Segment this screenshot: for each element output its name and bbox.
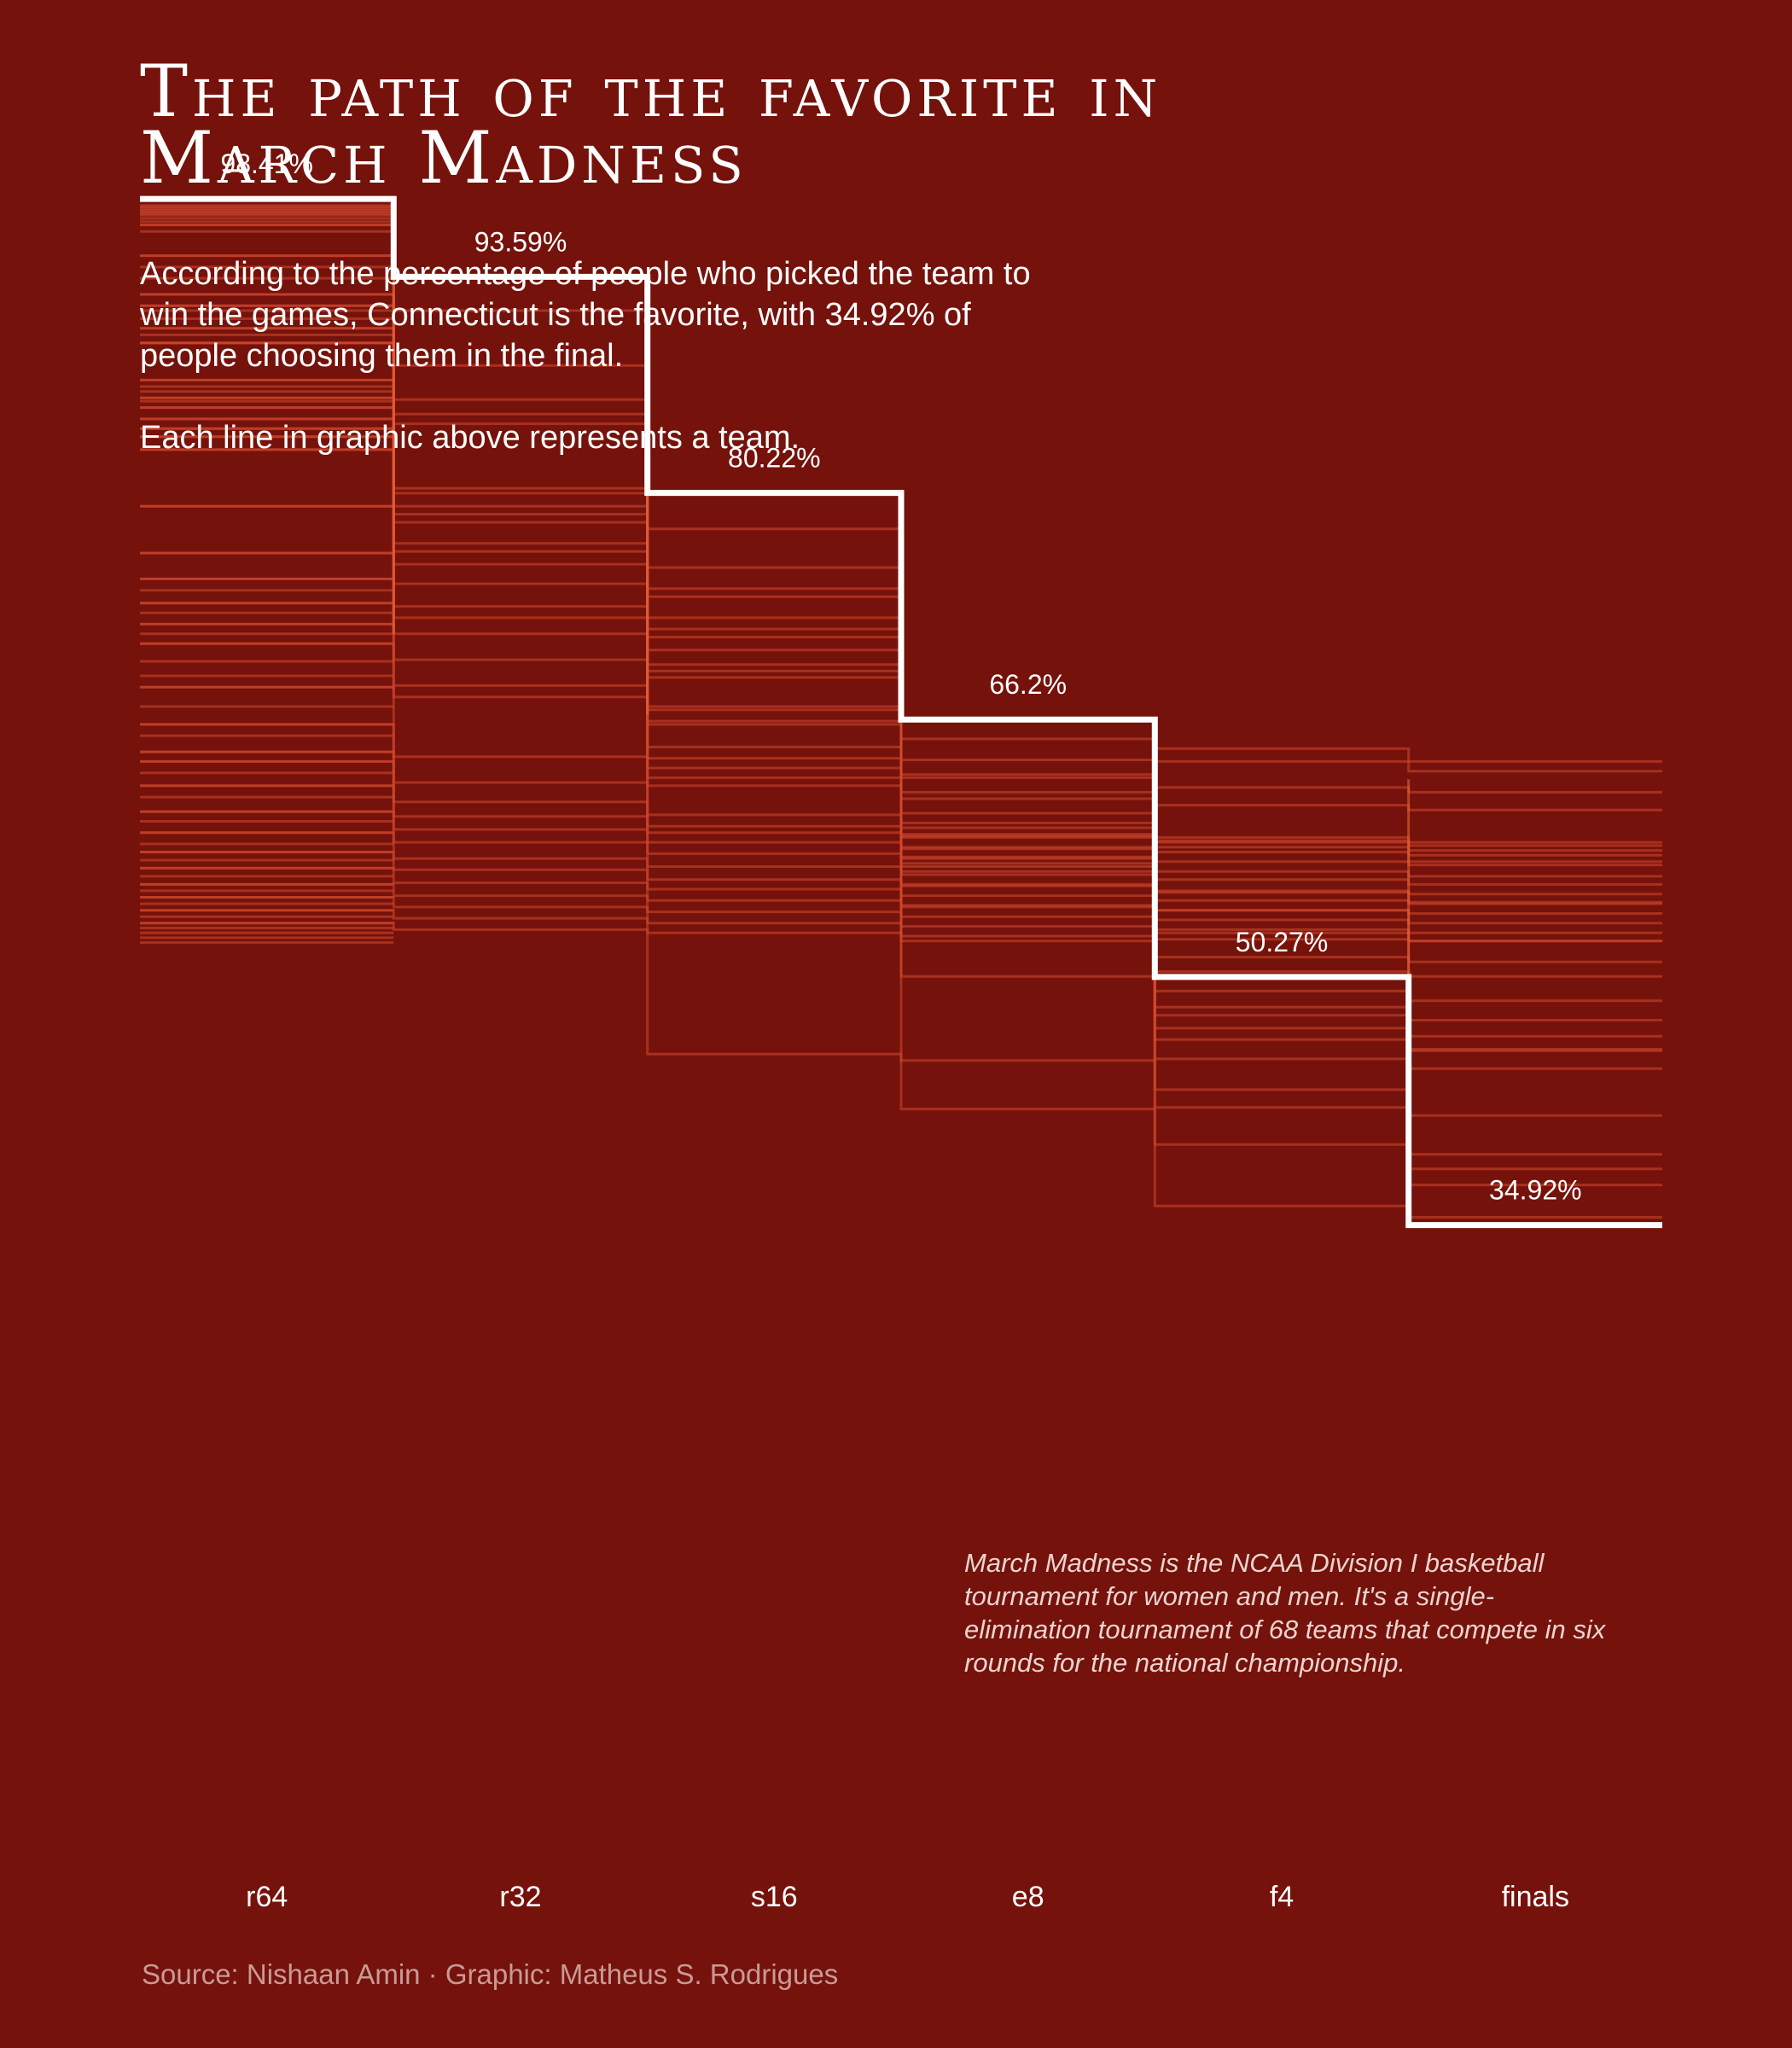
title-line-2: March Madness (140, 116, 748, 200)
favorite-percentage-labels: 98.41% 93.59% 80.22% 66.2% 50.27% 34.92% (220, 148, 1582, 1206)
x-tick-label: s16 (751, 1881, 798, 1913)
chart-title: The path of the favorite in March Madnes… (140, 55, 1249, 194)
x-tick-label: r32 (499, 1881, 541, 1913)
x-tick-label: finals (1502, 1881, 1569, 1913)
favorite-pct-label: 98.41% (220, 148, 313, 179)
title-line-1: The path of the favorite in (140, 49, 1162, 133)
tournament-annotation: March Madness is the NCAA Division I bas… (964, 1548, 1606, 1678)
x-tick-label: r64 (246, 1881, 288, 1913)
favorite-pct-label: 66.2% (989, 669, 1067, 700)
favorite-pct-label: 93.59% (474, 226, 567, 257)
favorite-pct-label: 50.27% (1236, 927, 1329, 957)
chart-note: Each line in graphic above represents a … (140, 420, 800, 456)
chart-subtitle: According to the percentage of people wh… (140, 256, 1031, 374)
x-axis-tick-labels: r64 r32 s16 e8 f4 finals (246, 1881, 1569, 1913)
x-tick-label: f4 (1270, 1881, 1294, 1913)
favorite-step-line (140, 195, 1662, 1229)
favorite-path (140, 195, 1662, 1229)
source-caption: Source: Nishaan Amin · Graphic: Matheus … (142, 1958, 839, 1990)
x-tick-label: e8 (1012, 1881, 1044, 1913)
favorite-pct-label: 80.22% (728, 443, 821, 474)
favorite-pct-label: 34.92% (1489, 1175, 1582, 1206)
